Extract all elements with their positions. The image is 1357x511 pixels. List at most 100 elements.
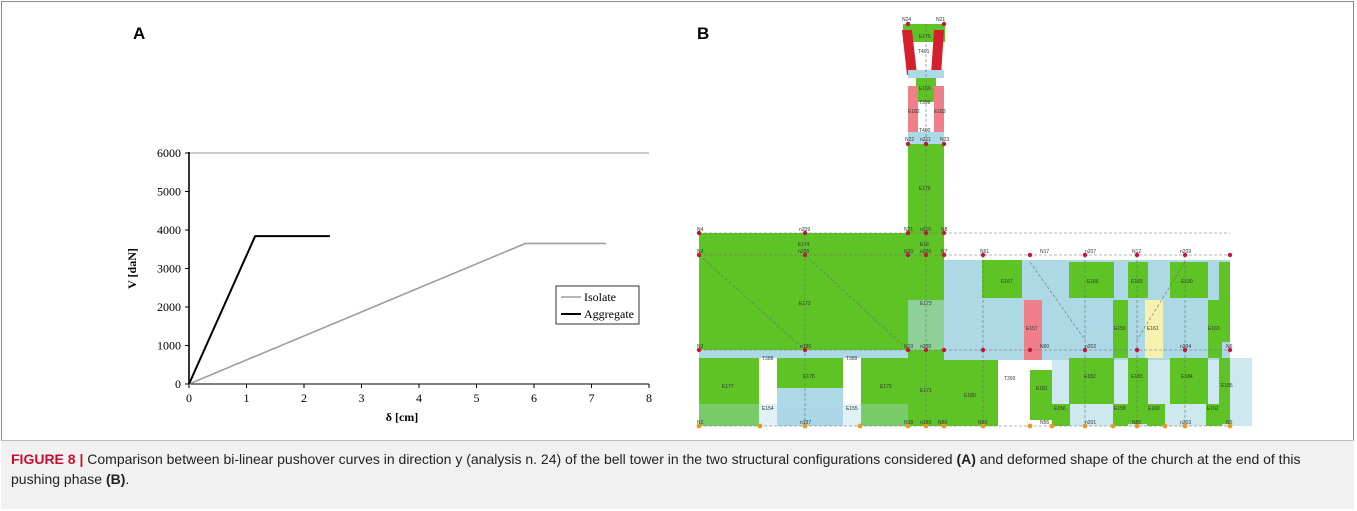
y-tick-label: 1000 [157, 339, 181, 353]
svg-text:N3: N3 [697, 249, 704, 255]
y-tick-label: 0 [175, 377, 181, 391]
panel-e169 [916, 74, 936, 102]
pier-e191 [1219, 262, 1230, 342]
pier-e181 [1030, 370, 1052, 420]
legend-label-isolate: Isolate [584, 290, 616, 304]
svg-text:N21: N21 [904, 227, 913, 233]
svg-text:E162: E162 [1207, 406, 1219, 412]
pushover-chart: 0 1 2 3 4 5 6 7 8 0 1000 2000 3000 4000 5000 6000 δ [cm]… [125, 146, 652, 424]
svg-text:E182: E182 [908, 109, 920, 115]
svg-text:N55: N55 [1040, 420, 1049, 426]
svg-text:N6: N6 [1226, 344, 1233, 350]
pier-e179 [861, 358, 908, 426]
svg-text:E182: E182 [1084, 374, 1096, 380]
panel-e190 [1170, 262, 1208, 298]
svg-text:N55: N55 [1132, 420, 1141, 426]
svg-text:E174: E174 [798, 242, 810, 248]
svg-text:N7: N7 [941, 249, 948, 255]
svg-text:E155: E155 [846, 406, 858, 412]
svg-text:N19: N19 [904, 344, 913, 350]
caption-text-2: and deformed shape of the church at the … [11, 451, 1301, 487]
svg-text:E177: E177 [722, 384, 734, 390]
lintel-e154 [777, 388, 843, 426]
svg-text:n206: n206 [920, 249, 931, 255]
band-t400 [908, 132, 944, 144]
panel-e166 [1069, 262, 1114, 298]
svg-text:n208: n208 [798, 249, 809, 255]
svg-text:N5: N5 [1226, 420, 1233, 426]
svg-text:n209: n209 [1180, 249, 1191, 255]
svg-text:N1: N1 [697, 420, 704, 426]
y-axis-title: V [daN] [125, 248, 139, 289]
svg-text:T399: T399 [919, 100, 931, 106]
y-tick-label: 3000 [157, 262, 181, 276]
svg-text:E181: E181 [1036, 386, 1048, 392]
pier-e159 [1113, 300, 1128, 358]
y-tick-label: 5000 [157, 185, 181, 199]
pier-e157 [1024, 300, 1042, 360]
pier-e161 [1145, 300, 1163, 358]
svg-text:E161: E161 [1147, 326, 1159, 332]
x-tick-label: 8 [646, 391, 652, 405]
spandrel-band-left [699, 350, 908, 358]
svg-text:T401: T401 [918, 49, 930, 55]
svg-text:E160: E160 [1148, 406, 1160, 412]
figure-caption: FIGURE 8 | Comparison between bi-linear … [11, 449, 1341, 489]
svg-text:T388: T388 [762, 356, 774, 362]
svg-text:n210: n210 [920, 227, 931, 233]
element-labels: N24 N21 E175 T401 E169 E182 E183 T399 T4… [697, 17, 1233, 426]
series-line-isolate [188, 242, 606, 385]
svg-text:n211: n211 [920, 137, 931, 143]
svg-text:N60: N60 [1040, 344, 1049, 350]
panel-a-label: A [133, 24, 146, 43]
caption-bold-b: (B) [105, 471, 126, 487]
svg-text:E180: E180 [964, 393, 976, 399]
pier-top-right-damaged [931, 30, 944, 75]
svg-text:E16: E16 [920, 242, 929, 248]
deformed-shape-model: N24 N21 E175 T401 E169 E182 E183 T399 T4… [696, 17, 1252, 429]
left-nave-block [699, 233, 908, 426]
svg-text:N61: N61 [980, 249, 989, 255]
caption-text-1: Comparison between bi-linear pushover cu… [83, 451, 957, 467]
svg-text:N20: N20 [904, 249, 913, 255]
caption-background [1, 440, 1354, 509]
pier-top-left-damaged [902, 30, 917, 75]
svg-text:N4: N4 [697, 227, 704, 233]
series-line-aggregate [188, 235, 330, 385]
svg-text:N12: N12 [1132, 249, 1141, 255]
x-tick-label: 1 [244, 391, 250, 405]
svg-text:E171: E171 [920, 388, 932, 394]
base-nodes [696, 423, 1233, 429]
svg-text:E159: E159 [1114, 326, 1126, 332]
svg-text:E183: E183 [1131, 374, 1143, 380]
svg-text:E173: E173 [920, 301, 932, 307]
svg-text:E172: E172 [799, 301, 811, 307]
opening-t393 [998, 360, 1028, 374]
opening-left-2 [843, 358, 861, 388]
legend-box [555, 285, 640, 325]
frame-lines [698, 24, 1230, 427]
svg-text:n204: n204 [1180, 344, 1191, 350]
opening-left-1 [759, 358, 777, 388]
svg-text:N21: N21 [936, 17, 945, 23]
x-tick-label: 6 [531, 391, 537, 405]
x-tick-label: 3 [359, 391, 365, 405]
pier-e182b [1069, 358, 1114, 404]
nodes [696, 21, 1233, 353]
pier-e184 [1170, 358, 1208, 404]
svg-text:T400: T400 [919, 128, 931, 134]
caption-text-3: . [125, 471, 130, 487]
pier-e183b [1128, 358, 1148, 424]
svg-text:T393: T393 [1004, 376, 1016, 382]
svg-text:E184: E184 [1181, 374, 1193, 380]
panel-e167 [982, 260, 1022, 298]
svg-text:E157: E157 [1026, 326, 1038, 332]
svg-text:E169: E169 [919, 86, 931, 92]
caption-bold-a: (A) [956, 451, 976, 467]
svg-text:n201: n201 [1085, 420, 1096, 426]
legend-label-aggregate: Aggregate [584, 307, 634, 321]
svg-text:E167: E167 [1001, 279, 1013, 285]
pier-e185 [1219, 358, 1230, 424]
svg-text:n197: n197 [800, 420, 811, 426]
y-tick-label: 6000 [157, 146, 181, 160]
